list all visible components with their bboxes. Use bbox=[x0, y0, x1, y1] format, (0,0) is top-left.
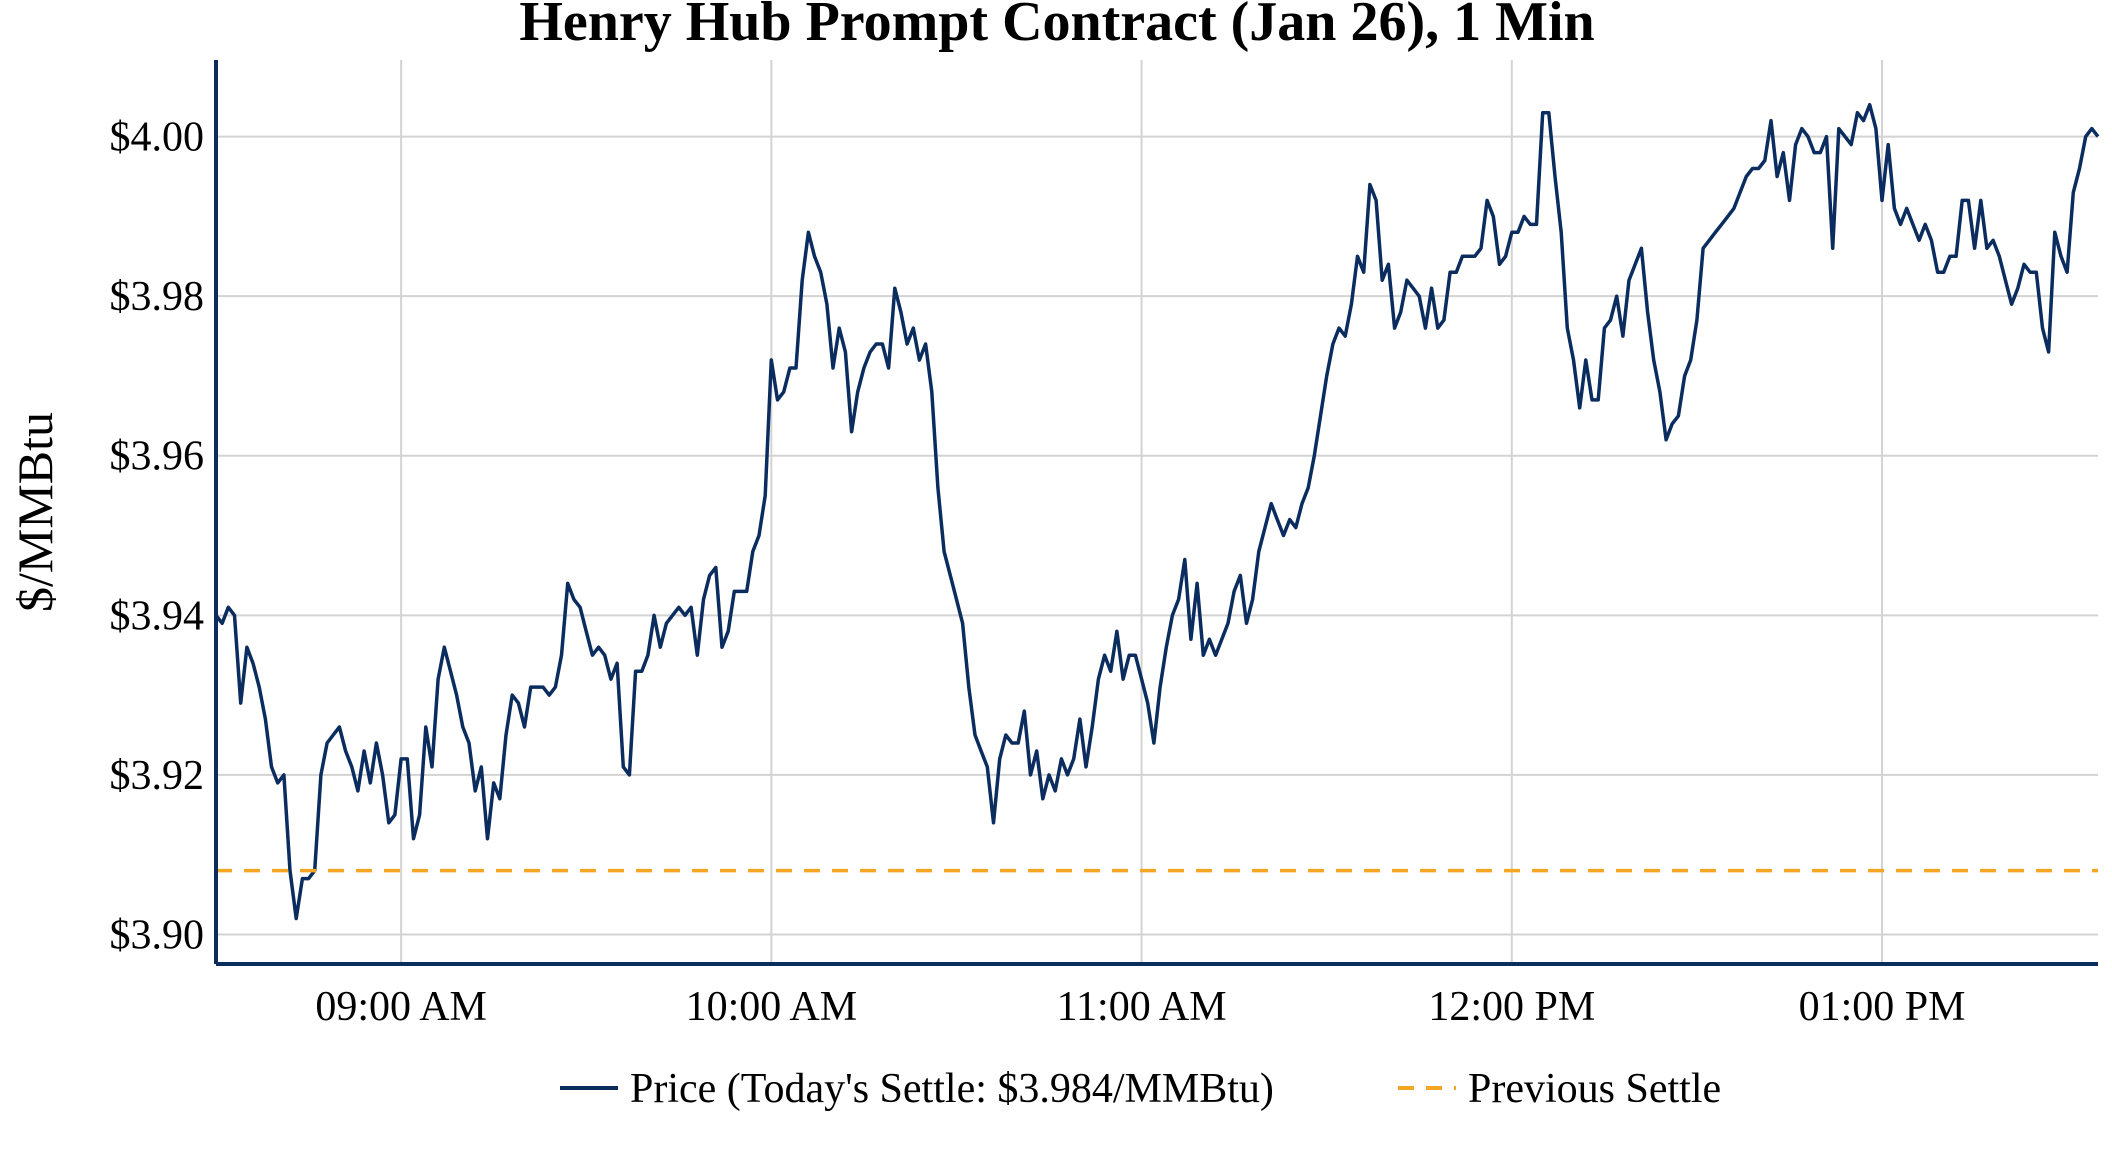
price-line bbox=[214, 102, 2100, 921]
y-axis-label: $/MMBtu bbox=[7, 412, 63, 612]
chart-title: Henry Hub Prompt Contract (Jan 26), 1 Mi… bbox=[519, 0, 1594, 53]
y-tick-label: $3.92 bbox=[110, 753, 205, 799]
y-tick-label: $3.94 bbox=[110, 593, 205, 639]
axis-layer bbox=[214, 60, 2098, 966]
y-tick-label: $4.00 bbox=[110, 115, 205, 161]
y-tick-label: $3.96 bbox=[110, 434, 205, 480]
series-layer bbox=[214, 102, 2100, 921]
x-tick-label: 10:00 AM bbox=[686, 984, 858, 1030]
chart-legend: Price (Today's Settle: $3.984/MMBtu) Prev… bbox=[560, 1066, 1721, 1112]
x-tick-label: 01:00 PM bbox=[1799, 984, 1966, 1030]
y-tick-label: $3.90 bbox=[110, 912, 205, 958]
x-tick-label: 11:00 AM bbox=[1057, 984, 1227, 1030]
legend-label-previous-settle: Previous Settle bbox=[1468, 1066, 1721, 1112]
label-layer: $3.90 $3.92 $3.94 $3.96 $3.98 $4.00 09:00 AM 10… bbox=[7, 0, 1965, 1030]
x-tick-label: 12:00 PM bbox=[1428, 984, 1595, 1030]
x-tick-label: 09:00 AM bbox=[315, 984, 487, 1030]
legend-label-price: Price (Today's Settle: $3.984/MMBtu) bbox=[630, 1066, 1274, 1112]
grid-layer bbox=[216, 60, 2098, 964]
y-tick-label: $3.98 bbox=[110, 274, 205, 320]
